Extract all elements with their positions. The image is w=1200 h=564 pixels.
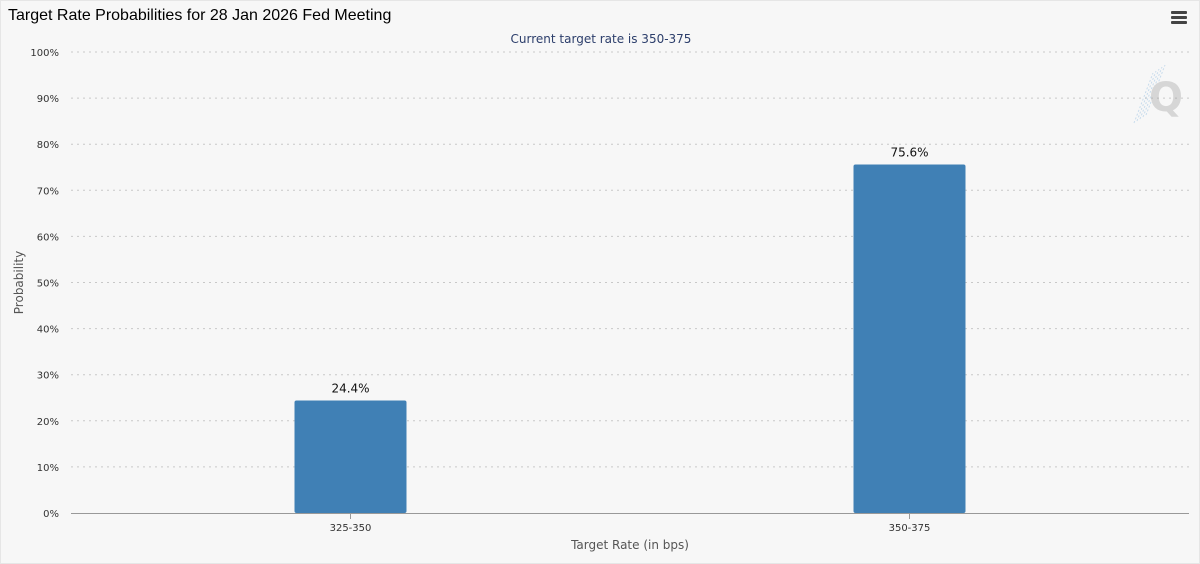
bar-325-350 [294, 400, 407, 513]
y-tick-label-70: 70% [37, 186, 59, 197]
y-tick-label-80: 80% [37, 140, 59, 151]
data-label-350-375: 75.6% [890, 145, 928, 159]
chart-subtitle: Current target rate is 350-375 [511, 32, 692, 46]
y-tick-label-90: 90% [37, 94, 59, 105]
x-tick-label-325-350: 325-350 [330, 523, 372, 534]
x-axis-title: Target Rate (in bps) [570, 538, 689, 552]
x-tick-label-350-375: 350-375 [889, 523, 931, 534]
y-tick-label-30: 30% [37, 371, 59, 382]
y-tick-label-10: 10% [37, 463, 59, 474]
watermark-letter: Q [1149, 75, 1183, 121]
quikstrike-logo-icon: Q [1133, 64, 1183, 124]
hamburger-menu-icon[interactable] [1171, 11, 1187, 25]
data-label-325-350: 24.4% [331, 382, 369, 396]
bar-350-375 [853, 164, 966, 513]
y-tick-label-40: 40% [37, 325, 59, 336]
y-tick-label-50: 50% [37, 279, 59, 290]
y-axis-title: Probability [12, 251, 26, 314]
y-tick-label-0: 0% [43, 509, 59, 520]
y-tick-label-100: 100% [30, 48, 59, 59]
y-tick-label-60: 60% [37, 232, 59, 243]
chart-title: Target Rate Probabilities for 28 Jan 202… [8, 7, 392, 24]
y-tick-label-20: 20% [37, 417, 59, 428]
